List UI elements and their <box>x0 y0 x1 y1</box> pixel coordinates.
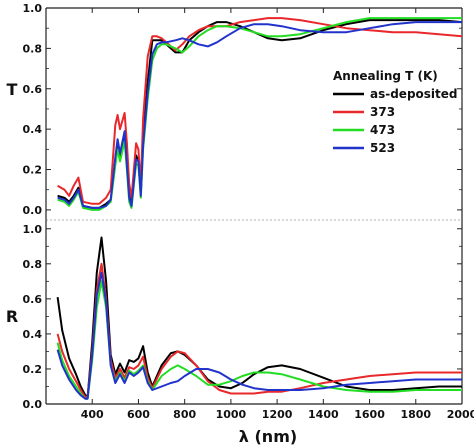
legend-label-523: 523 <box>370 141 395 155</box>
x-tick-label: 1200 <box>262 408 293 421</box>
legend-label-473: 473 <box>370 123 395 137</box>
y-tick-label: 1.0 <box>23 223 43 236</box>
y-tick-label: 1.0 <box>23 2 43 15</box>
wavelength-axis-title: λ (nm) <box>239 427 297 446</box>
x-tick-label: 600 <box>127 408 150 421</box>
x-tick-label: 1400 <box>308 408 339 421</box>
y-tick-label: 0.6 <box>23 83 43 96</box>
reflectance-panel: 0.0 0.2 0.4 0.6 0.8 1.0 400 600 800 1000 1200 1400 1… <box>6 220 474 446</box>
legend-label-373: 373 <box>370 105 395 119</box>
legend-label-as-deposited: as-deposited <box>370 87 458 101</box>
y-tick-label: 0.0 <box>23 204 43 217</box>
t-series-line-523 <box>57 21 462 209</box>
x-tick-label: 2000 <box>447 408 474 421</box>
y-tick-label: 0.8 <box>23 42 43 55</box>
x-tick-label: 1600 <box>354 408 385 421</box>
reflectance-axis-title: R <box>6 307 18 326</box>
legend-entries: as-deposited 373 473 523 <box>333 87 458 155</box>
r-series-line-523 <box>56 271 462 400</box>
transmittance-panel: 0.0 0.2 0.4 0.6 0.8 1.0 T Annealing T (K) as-… <box>7 2 463 221</box>
y-tick-label: 0.2 <box>23 363 43 376</box>
y-tick-label: 0.4 <box>23 123 43 136</box>
legend-title: Annealing T (K) <box>333 69 438 83</box>
y-tick-label: 0.8 <box>23 258 43 271</box>
y-tick-label: 0.4 <box>23 328 43 341</box>
t-series-line-as-deposited <box>57 19 463 209</box>
y-tick-label: 0.6 <box>23 293 43 306</box>
x-tick-label: 400 <box>81 408 104 421</box>
x-tick-label: 1000 <box>216 408 247 421</box>
transmittance-axis-title: T <box>7 80 18 99</box>
x-tick-label: 1800 <box>400 408 431 421</box>
x-tick-label: 800 <box>173 408 196 421</box>
reflectance-plot-area: 0.0 0.2 0.4 0.6 0.8 1.0 400 600 800 1000 1200 1400 1… <box>23 220 474 421</box>
t-series-line-373 <box>57 17 463 205</box>
t-series-line-473 <box>57 17 462 211</box>
legend: Annealing T (K) as-deposited 373 473 523 <box>333 69 458 155</box>
y-tick-label: 0.2 <box>23 164 43 177</box>
transmittance-plot-area: 0.0 0.2 0.4 0.6 0.8 1.0 <box>23 2 463 221</box>
y-tick-label: 0.0 <box>23 398 43 411</box>
